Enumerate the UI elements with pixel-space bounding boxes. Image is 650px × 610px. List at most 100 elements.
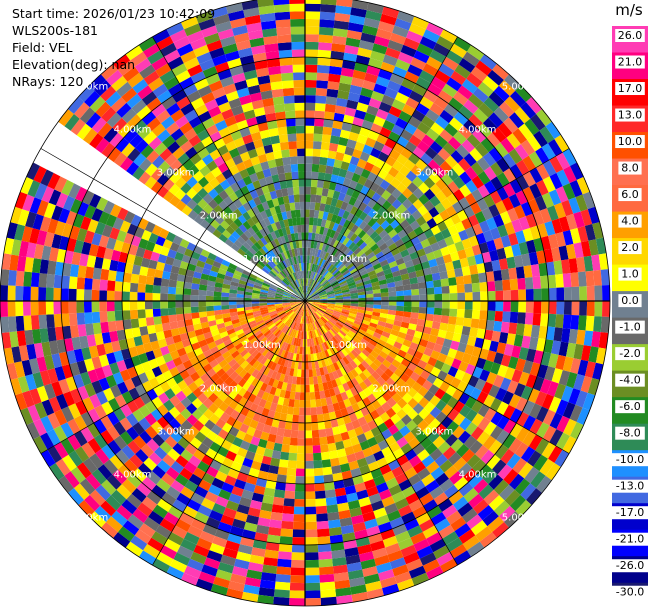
velocity-bin xyxy=(157,129,171,143)
velocity-bin xyxy=(97,122,113,138)
velocity-bin xyxy=(293,506,305,515)
velocity-bin xyxy=(319,250,325,259)
velocity-bin xyxy=(183,532,200,545)
velocity-bin xyxy=(324,173,332,182)
velocity-bin xyxy=(257,239,265,248)
velocity-bin xyxy=(316,520,329,530)
velocity-bin xyxy=(293,521,305,530)
velocity-bin xyxy=(327,254,335,263)
velocity-bin xyxy=(378,521,393,534)
velocity-bin xyxy=(446,77,462,92)
velocity-bin xyxy=(112,469,128,485)
velocity-bin xyxy=(146,97,162,112)
velocity-bin xyxy=(492,522,510,538)
velocity-bin xyxy=(267,409,276,419)
velocity-bin xyxy=(385,407,397,419)
velocity-bin xyxy=(126,93,142,109)
velocity-bin xyxy=(278,331,285,340)
velocity-bin xyxy=(539,126,555,144)
velocity-bin xyxy=(215,21,232,33)
velocity-bin xyxy=(305,301,311,307)
velocity-bin xyxy=(228,380,238,390)
velocity-bin xyxy=(376,324,385,332)
velocity-bin xyxy=(247,317,256,323)
velocity-bin xyxy=(305,468,315,477)
velocity-bin xyxy=(555,354,566,371)
velocity-bin xyxy=(380,576,397,589)
velocity-bin xyxy=(134,529,152,544)
velocity-bin xyxy=(209,441,222,453)
velocity-bin xyxy=(126,337,136,349)
velocity-bin xyxy=(489,190,502,205)
velocity-bin xyxy=(356,400,366,410)
velocity-bin xyxy=(237,236,246,245)
velocity-bin xyxy=(327,189,335,198)
velocity-bin xyxy=(22,390,35,408)
velocity-bin xyxy=(194,328,204,337)
velocity-bin xyxy=(132,409,145,422)
velocity-bin xyxy=(25,374,37,391)
velocity-bin xyxy=(407,525,423,538)
velocity-bin xyxy=(295,322,300,331)
velocity-bin xyxy=(132,119,147,134)
velocity-bin xyxy=(324,103,336,113)
velocity-bin xyxy=(204,171,216,183)
velocity-bin xyxy=(105,91,122,107)
velocity-bin xyxy=(518,289,527,301)
velocity-bin xyxy=(143,43,161,58)
velocity-bin xyxy=(364,262,373,270)
velocity-bin xyxy=(244,577,261,588)
velocity-bin xyxy=(152,83,168,98)
velocity-bin xyxy=(353,357,362,367)
velocity-bin xyxy=(292,64,305,73)
velocity-bin xyxy=(503,404,516,420)
velocity-bin xyxy=(273,411,282,421)
velocity-bin xyxy=(418,182,430,194)
velocity-bin xyxy=(336,417,346,427)
velocity-bin xyxy=(328,388,336,397)
velocity-bin xyxy=(457,249,467,260)
velocity-bin xyxy=(290,360,296,369)
velocity-bin xyxy=(512,457,528,474)
velocity-bin xyxy=(289,437,298,446)
velocity-bin xyxy=(89,133,104,149)
velocity-bin xyxy=(325,288,334,293)
velocity-bin xyxy=(239,276,249,283)
velocity-bin xyxy=(77,265,87,278)
velocity-bin xyxy=(366,251,376,260)
colorbar-tick-label: -2.0 xyxy=(619,347,640,360)
velocity-bin xyxy=(209,413,220,425)
velocity-bin xyxy=(144,369,156,381)
velocity-bin xyxy=(72,213,85,228)
velocity-bin xyxy=(116,81,133,97)
velocity-bin xyxy=(306,308,309,317)
velocity-bin xyxy=(138,352,149,364)
velocity-bin xyxy=(183,375,194,387)
colorbar-tick-label: -13.0 xyxy=(616,480,644,493)
velocity-bin xyxy=(396,203,407,215)
velocity-bin xyxy=(481,381,494,395)
velocity-bin xyxy=(429,406,442,419)
velocity-bin xyxy=(500,268,510,281)
velocity-bin xyxy=(259,364,267,374)
velocity-bin xyxy=(233,137,245,148)
velocity-bin xyxy=(351,591,369,603)
velocity-bin xyxy=(111,340,121,353)
velocity-bin xyxy=(297,255,301,264)
velocity-bin xyxy=(504,221,516,235)
colorbar-tick-bg xyxy=(618,267,642,281)
velocity-bin xyxy=(456,144,470,159)
velocity-bin xyxy=(471,413,485,427)
velocity-bin xyxy=(111,510,128,527)
velocity-bin xyxy=(197,442,210,455)
velocity-bin xyxy=(277,126,288,136)
velocity-bin xyxy=(299,301,305,307)
velocity-bin xyxy=(517,277,526,290)
velocity-bin xyxy=(419,301,427,308)
velocity-bin xyxy=(152,558,170,573)
velocity-bin xyxy=(77,324,87,337)
velocity-bin xyxy=(394,571,412,584)
velocity-bin xyxy=(88,243,99,257)
velocity-bin xyxy=(575,390,588,408)
velocity-bin xyxy=(305,179,312,187)
